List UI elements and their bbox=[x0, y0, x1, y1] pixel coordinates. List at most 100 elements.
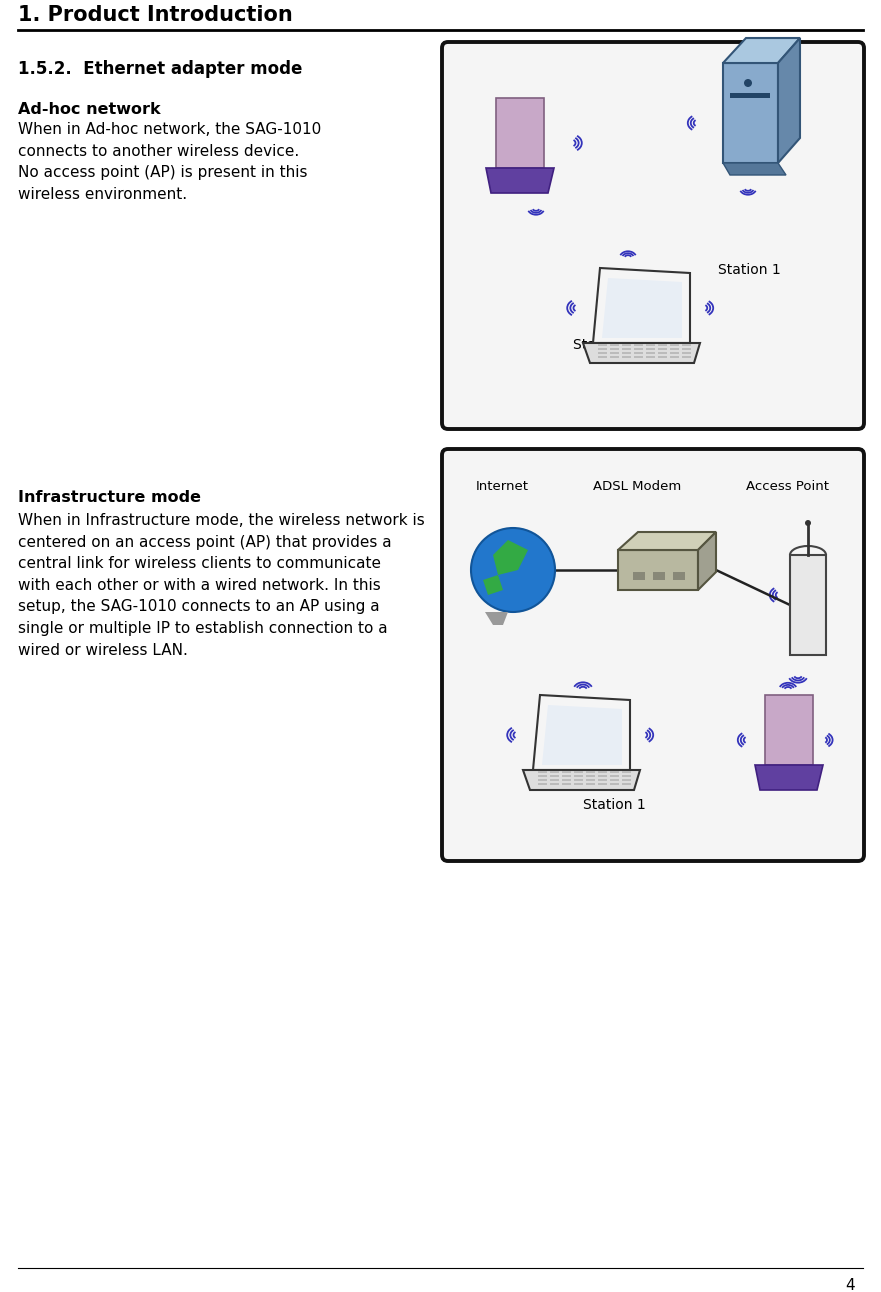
Bar bbox=[586, 783, 595, 786]
Polygon shape bbox=[483, 575, 503, 596]
Bar bbox=[598, 357, 607, 358]
Bar bbox=[670, 351, 679, 354]
Bar bbox=[646, 351, 655, 354]
FancyBboxPatch shape bbox=[442, 450, 864, 860]
Bar bbox=[670, 357, 679, 358]
Bar bbox=[550, 771, 559, 773]
Bar bbox=[598, 779, 607, 780]
Text: ADSL Modem: ADSL Modem bbox=[593, 481, 681, 494]
Bar bbox=[670, 344, 679, 346]
Text: Station 1: Station 1 bbox=[583, 798, 646, 811]
Bar bbox=[622, 348, 631, 350]
Bar bbox=[634, 348, 643, 350]
Bar bbox=[598, 771, 607, 773]
Polygon shape bbox=[618, 550, 698, 590]
Bar bbox=[658, 351, 667, 354]
Text: Infrastructure mode: Infrastructure mode bbox=[18, 490, 201, 505]
Bar bbox=[562, 783, 571, 786]
Bar bbox=[574, 771, 583, 773]
Bar bbox=[673, 572, 685, 580]
Bar bbox=[646, 348, 655, 350]
Bar bbox=[538, 783, 547, 786]
Bar bbox=[622, 779, 631, 780]
FancyBboxPatch shape bbox=[442, 43, 864, 429]
Polygon shape bbox=[496, 98, 544, 168]
Bar bbox=[598, 783, 607, 786]
Bar bbox=[538, 771, 547, 773]
Bar bbox=[634, 351, 643, 354]
Bar bbox=[670, 348, 679, 350]
Polygon shape bbox=[533, 695, 630, 770]
Bar bbox=[646, 344, 655, 346]
Polygon shape bbox=[778, 37, 800, 163]
Bar bbox=[598, 351, 607, 354]
Text: 1. Product Introduction: 1. Product Introduction bbox=[18, 5, 292, 25]
Polygon shape bbox=[618, 532, 716, 550]
Polygon shape bbox=[486, 168, 554, 193]
Bar bbox=[646, 357, 655, 358]
Bar bbox=[598, 348, 607, 350]
Bar bbox=[622, 783, 631, 786]
Polygon shape bbox=[698, 532, 716, 590]
Polygon shape bbox=[723, 163, 786, 174]
Bar bbox=[682, 357, 691, 358]
Text: Station 2: Station 2 bbox=[573, 339, 635, 351]
Bar bbox=[586, 771, 595, 773]
Bar bbox=[610, 357, 619, 358]
Polygon shape bbox=[523, 770, 640, 789]
Text: Internet: Internet bbox=[476, 481, 529, 494]
Bar bbox=[610, 779, 619, 780]
Bar bbox=[610, 351, 619, 354]
Bar bbox=[622, 351, 631, 354]
Bar bbox=[658, 357, 667, 358]
Text: 1.5.2.  Ethernet adapter mode: 1.5.2. Ethernet adapter mode bbox=[18, 59, 302, 78]
Polygon shape bbox=[723, 63, 778, 163]
Text: Access Point: Access Point bbox=[746, 481, 829, 494]
Bar bbox=[634, 344, 643, 346]
Text: Ad-hoc network: Ad-hoc network bbox=[18, 102, 160, 118]
Polygon shape bbox=[542, 705, 622, 765]
Polygon shape bbox=[602, 278, 682, 339]
Circle shape bbox=[471, 528, 555, 612]
Bar bbox=[562, 771, 571, 773]
Bar bbox=[658, 344, 667, 346]
Text: 4: 4 bbox=[846, 1278, 855, 1292]
Bar bbox=[550, 783, 559, 786]
Bar bbox=[658, 348, 667, 350]
Bar bbox=[622, 775, 631, 776]
Bar bbox=[622, 357, 631, 358]
Bar bbox=[610, 771, 619, 773]
Bar bbox=[682, 351, 691, 354]
Bar bbox=[538, 779, 547, 780]
Polygon shape bbox=[583, 342, 700, 363]
Bar bbox=[682, 348, 691, 350]
Bar bbox=[562, 775, 571, 776]
Bar bbox=[622, 771, 631, 773]
Bar bbox=[538, 775, 547, 776]
Bar bbox=[634, 357, 643, 358]
Polygon shape bbox=[723, 37, 800, 63]
Text: Station 1: Station 1 bbox=[718, 264, 781, 276]
Bar bbox=[574, 783, 583, 786]
Circle shape bbox=[744, 79, 752, 87]
Bar bbox=[633, 572, 645, 580]
Polygon shape bbox=[593, 267, 690, 342]
Polygon shape bbox=[485, 612, 508, 625]
Bar bbox=[550, 779, 559, 780]
Bar bbox=[790, 556, 826, 655]
Text: When in Ad-hoc network, the SAG-1010
connects to another wireless device.
No acc: When in Ad-hoc network, the SAG-1010 con… bbox=[18, 121, 322, 202]
Bar bbox=[574, 779, 583, 780]
Bar bbox=[682, 344, 691, 346]
Polygon shape bbox=[755, 765, 823, 789]
Bar bbox=[598, 775, 607, 776]
Bar bbox=[562, 779, 571, 780]
Bar bbox=[610, 783, 619, 786]
Circle shape bbox=[805, 519, 811, 526]
Bar bbox=[550, 775, 559, 776]
Bar bbox=[653, 572, 665, 580]
Bar bbox=[610, 344, 619, 346]
Bar bbox=[586, 775, 595, 776]
Bar bbox=[730, 93, 770, 98]
Bar bbox=[622, 344, 631, 346]
Polygon shape bbox=[493, 540, 528, 575]
